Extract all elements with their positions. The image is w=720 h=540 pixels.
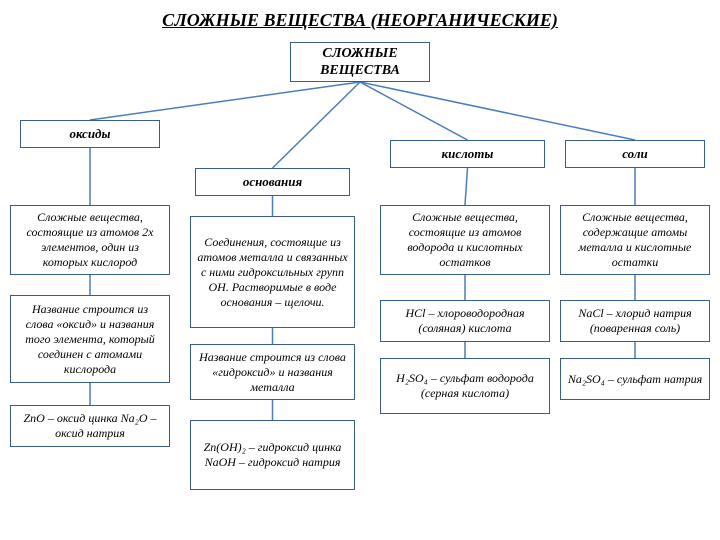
salts-definition: Сложные вещества, содержащие атомы метал… [560,205,710,275]
category-oxides: оксиды [20,120,160,148]
acids-example-1: HCl – хлороводородная (соляная) кислота [380,300,550,342]
page-title: СЛОЖНЫЕ ВЕЩЕСТВА (НЕОРГАНИЧЕСКИЕ) [0,10,720,31]
root-node: СЛОЖНЫЕ ВЕЩЕСТВА [290,42,430,82]
bases-examples: Zn(OH)₂ – гидроксид цинка NaOH – гидрокс… [190,420,355,490]
category-salts: соли [565,140,705,168]
category-bases: основания [195,168,350,196]
salts-example-2: Na₂SO₄ – сульфат натрия [560,358,710,400]
bases-definition: Соединения, состоящие из атомов металла … [190,216,355,328]
bases-naming: Название строится из слова «гидроксид» и… [190,344,355,400]
oxides-naming: Название строится из слова «оксид» и наз… [10,295,170,383]
oxides-examples: ZnO – оксид цинка Na₂O – оксид натрия [10,405,170,447]
salts-example-1: NaCl – хлорид натрия (поваренная соль) [560,300,710,342]
category-acids: кислоты [390,140,545,168]
oxides-definition: Сложные вещества, состоящие из атомов 2х… [10,205,170,275]
acids-definition: Сложные вещества, состоящие из атомов во… [380,205,550,275]
acids-example-2: H₂SO₄ – сульфат водорода (серная кислота… [380,358,550,414]
